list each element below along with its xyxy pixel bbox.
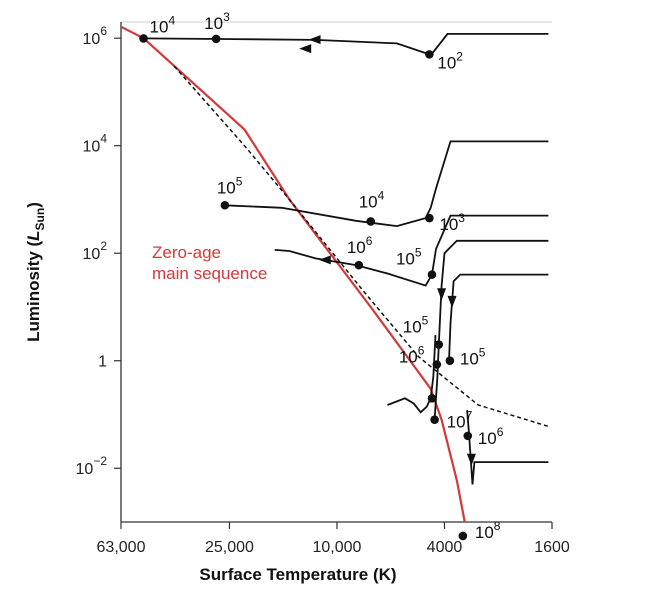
track-line xyxy=(224,140,549,228)
track-arrow xyxy=(466,453,476,466)
evolution-track: 105 xyxy=(445,273,549,369)
track-arrow xyxy=(437,288,447,301)
track-arrow xyxy=(308,35,321,45)
evolution-track: 106 108 xyxy=(458,410,549,542)
age-marker xyxy=(366,217,376,226)
zams-layer xyxy=(121,25,466,522)
track-arrow xyxy=(447,295,457,308)
y-tick-label: 1 xyxy=(98,354,107,371)
y-tick-label: 10−2 xyxy=(76,454,108,478)
age-marker xyxy=(354,260,364,270)
age-label: 105 xyxy=(396,246,422,269)
age-label: 105 xyxy=(460,346,486,369)
age-label: 102 xyxy=(437,49,463,72)
x-tick-label: 1600 xyxy=(534,539,570,556)
y-axis-title-start: Luminosity ( xyxy=(24,241,43,342)
y-tick-label: 104 xyxy=(83,132,108,156)
age-label: 104 xyxy=(359,188,385,211)
tracks-layer: 104 1031021051041031061051051061071051061… xyxy=(139,10,549,542)
age-label: 106 xyxy=(347,234,373,257)
y-axis-title: Luminosity (LSun) xyxy=(24,202,47,342)
age-marker xyxy=(425,213,434,223)
age-marker xyxy=(425,50,434,59)
x-tick-label: 63,000 xyxy=(97,539,146,556)
age-label: 106 xyxy=(478,425,504,448)
dashed-layer xyxy=(173,65,549,428)
dashed-line xyxy=(173,65,549,428)
age-marker xyxy=(427,270,437,279)
age-marker xyxy=(463,431,473,441)
x-tick-label: 25,000 xyxy=(205,539,254,556)
age-marker xyxy=(220,200,230,210)
evolution-track: 105 106 107 xyxy=(399,239,549,432)
track-line xyxy=(466,410,549,485)
track-line xyxy=(433,239,549,420)
y-axis-title-symbol: L xyxy=(24,230,43,240)
x-axis-title: Surface Temperature (K) xyxy=(199,565,396,584)
track-line xyxy=(387,335,437,414)
y-tick-label: 106 xyxy=(83,24,108,48)
zams-label: Zero-age main sequence xyxy=(152,243,267,283)
age-label: 105 xyxy=(217,174,243,197)
zams-label-line1: Zero-age xyxy=(152,243,221,262)
ticks-layer: 63,000 25,000 10,000 4000 1600 106 104 102 1 10−2 xyxy=(76,24,570,556)
age-label: 105 xyxy=(403,314,429,337)
evolution-track: 106 105 xyxy=(274,214,549,287)
age-marker xyxy=(211,34,221,44)
y-tick-label: 102 xyxy=(83,239,108,263)
track-arrow xyxy=(318,255,331,265)
age-label: 104 xyxy=(150,13,176,36)
track-line xyxy=(143,33,549,56)
age-marker xyxy=(434,340,444,349)
age-marker xyxy=(427,394,437,403)
track-line xyxy=(274,214,549,287)
zams-line xyxy=(121,25,466,522)
age-label: 106 xyxy=(399,344,425,367)
zams-label-line2: main sequence xyxy=(152,264,267,283)
age-marker xyxy=(139,34,148,43)
evolution-track xyxy=(387,335,437,414)
evolution-track: 104 103 102 xyxy=(139,10,549,72)
age-label: 108 xyxy=(475,519,501,542)
track-arrow xyxy=(299,44,312,54)
age-marker xyxy=(445,356,455,366)
x-tick-label: 4000 xyxy=(427,539,463,556)
age-label: 107 xyxy=(447,409,473,432)
age-label: 103 xyxy=(204,10,230,33)
age-marker xyxy=(430,415,439,424)
x-tick-label: 10,000 xyxy=(312,539,361,556)
age-marker xyxy=(458,531,468,541)
y-axis-title-end: ) xyxy=(24,202,43,208)
y-axis-title-subscript: Sun xyxy=(33,208,47,231)
track-line xyxy=(448,273,549,361)
